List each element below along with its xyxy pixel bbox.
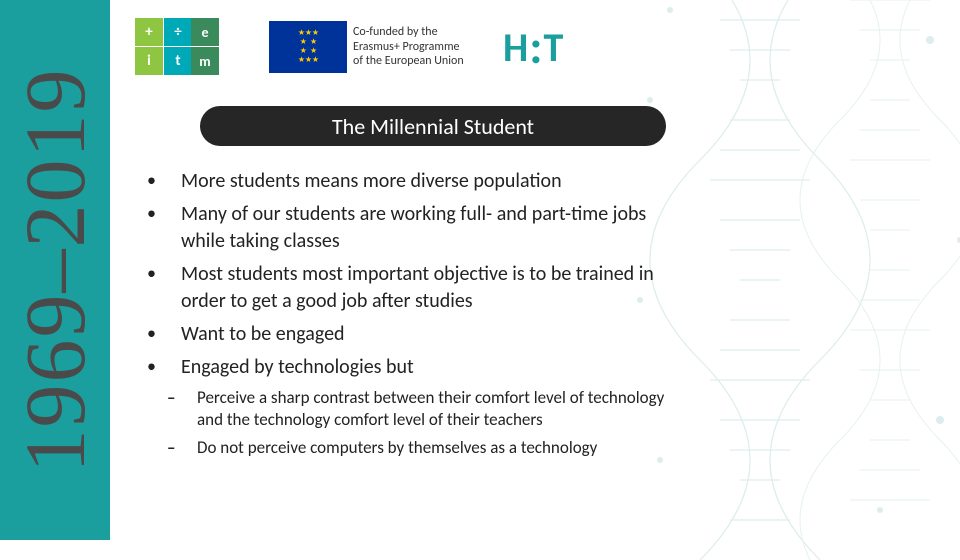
logo-cell: e [191, 18, 219, 46]
logo-cell: m [191, 47, 219, 75]
eu-caption-line: Co-funded by the [353, 25, 464, 39]
sidebar: 1969–2019 [0, 0, 110, 540]
bullet-item: Many of our students are working full- a… [133, 201, 693, 255]
hit-text: T [543, 23, 562, 72]
eu-caption-line: of the European Union [353, 54, 464, 68]
bullet-item: Engaged by technologies but [133, 354, 693, 381]
hit-logo: H:T [503, 23, 562, 72]
eu-logo: ★ ★ ★★ ★★ ★★ ★ ★ Co-funded by the Erasmu… [269, 18, 489, 76]
title-pill: The Millennial Student [200, 106, 666, 146]
eu-caption: Co-funded by the Erasmus+ Programme of t… [353, 25, 464, 68]
item-logo: + ÷ i t e m [135, 18, 255, 76]
logo-row: + ÷ i t e m ★ ★ ★★ ★★ ★★ ★ ★ Co-funded b… [135, 18, 562, 76]
bullet-item: More students means more diverse populat… [133, 168, 693, 195]
eu-caption-line: Erasmus+ Programme [353, 40, 464, 54]
sub-bullet-list: Perceive a sharp contrast between their … [141, 387, 693, 459]
logo-cell: t [164, 47, 192, 75]
hit-text: H [503, 23, 527, 72]
bullet-list: More students means more diverse populat… [133, 168, 693, 381]
sub-bullet-item: Perceive a sharp contrast between their … [141, 387, 693, 431]
slide-content: More students means more diverse populat… [133, 168, 693, 465]
dot-icon: : [529, 35, 541, 59]
logo-cell: ÷ [164, 18, 192, 46]
sub-bullet-item: Do not perceive computers by themselves … [141, 437, 693, 459]
year-range: 1969–2019 [5, 68, 105, 473]
bullet-item: Most students most important objective i… [133, 261, 693, 315]
bullet-item: Want to be engaged [133, 321, 693, 348]
slide-title: The Millennial Student [332, 113, 534, 140]
eu-flag-icon: ★ ★ ★★ ★★ ★★ ★ ★ [269, 21, 347, 73]
logo-cell: i [135, 47, 163, 75]
logo-cell: + [135, 18, 163, 46]
